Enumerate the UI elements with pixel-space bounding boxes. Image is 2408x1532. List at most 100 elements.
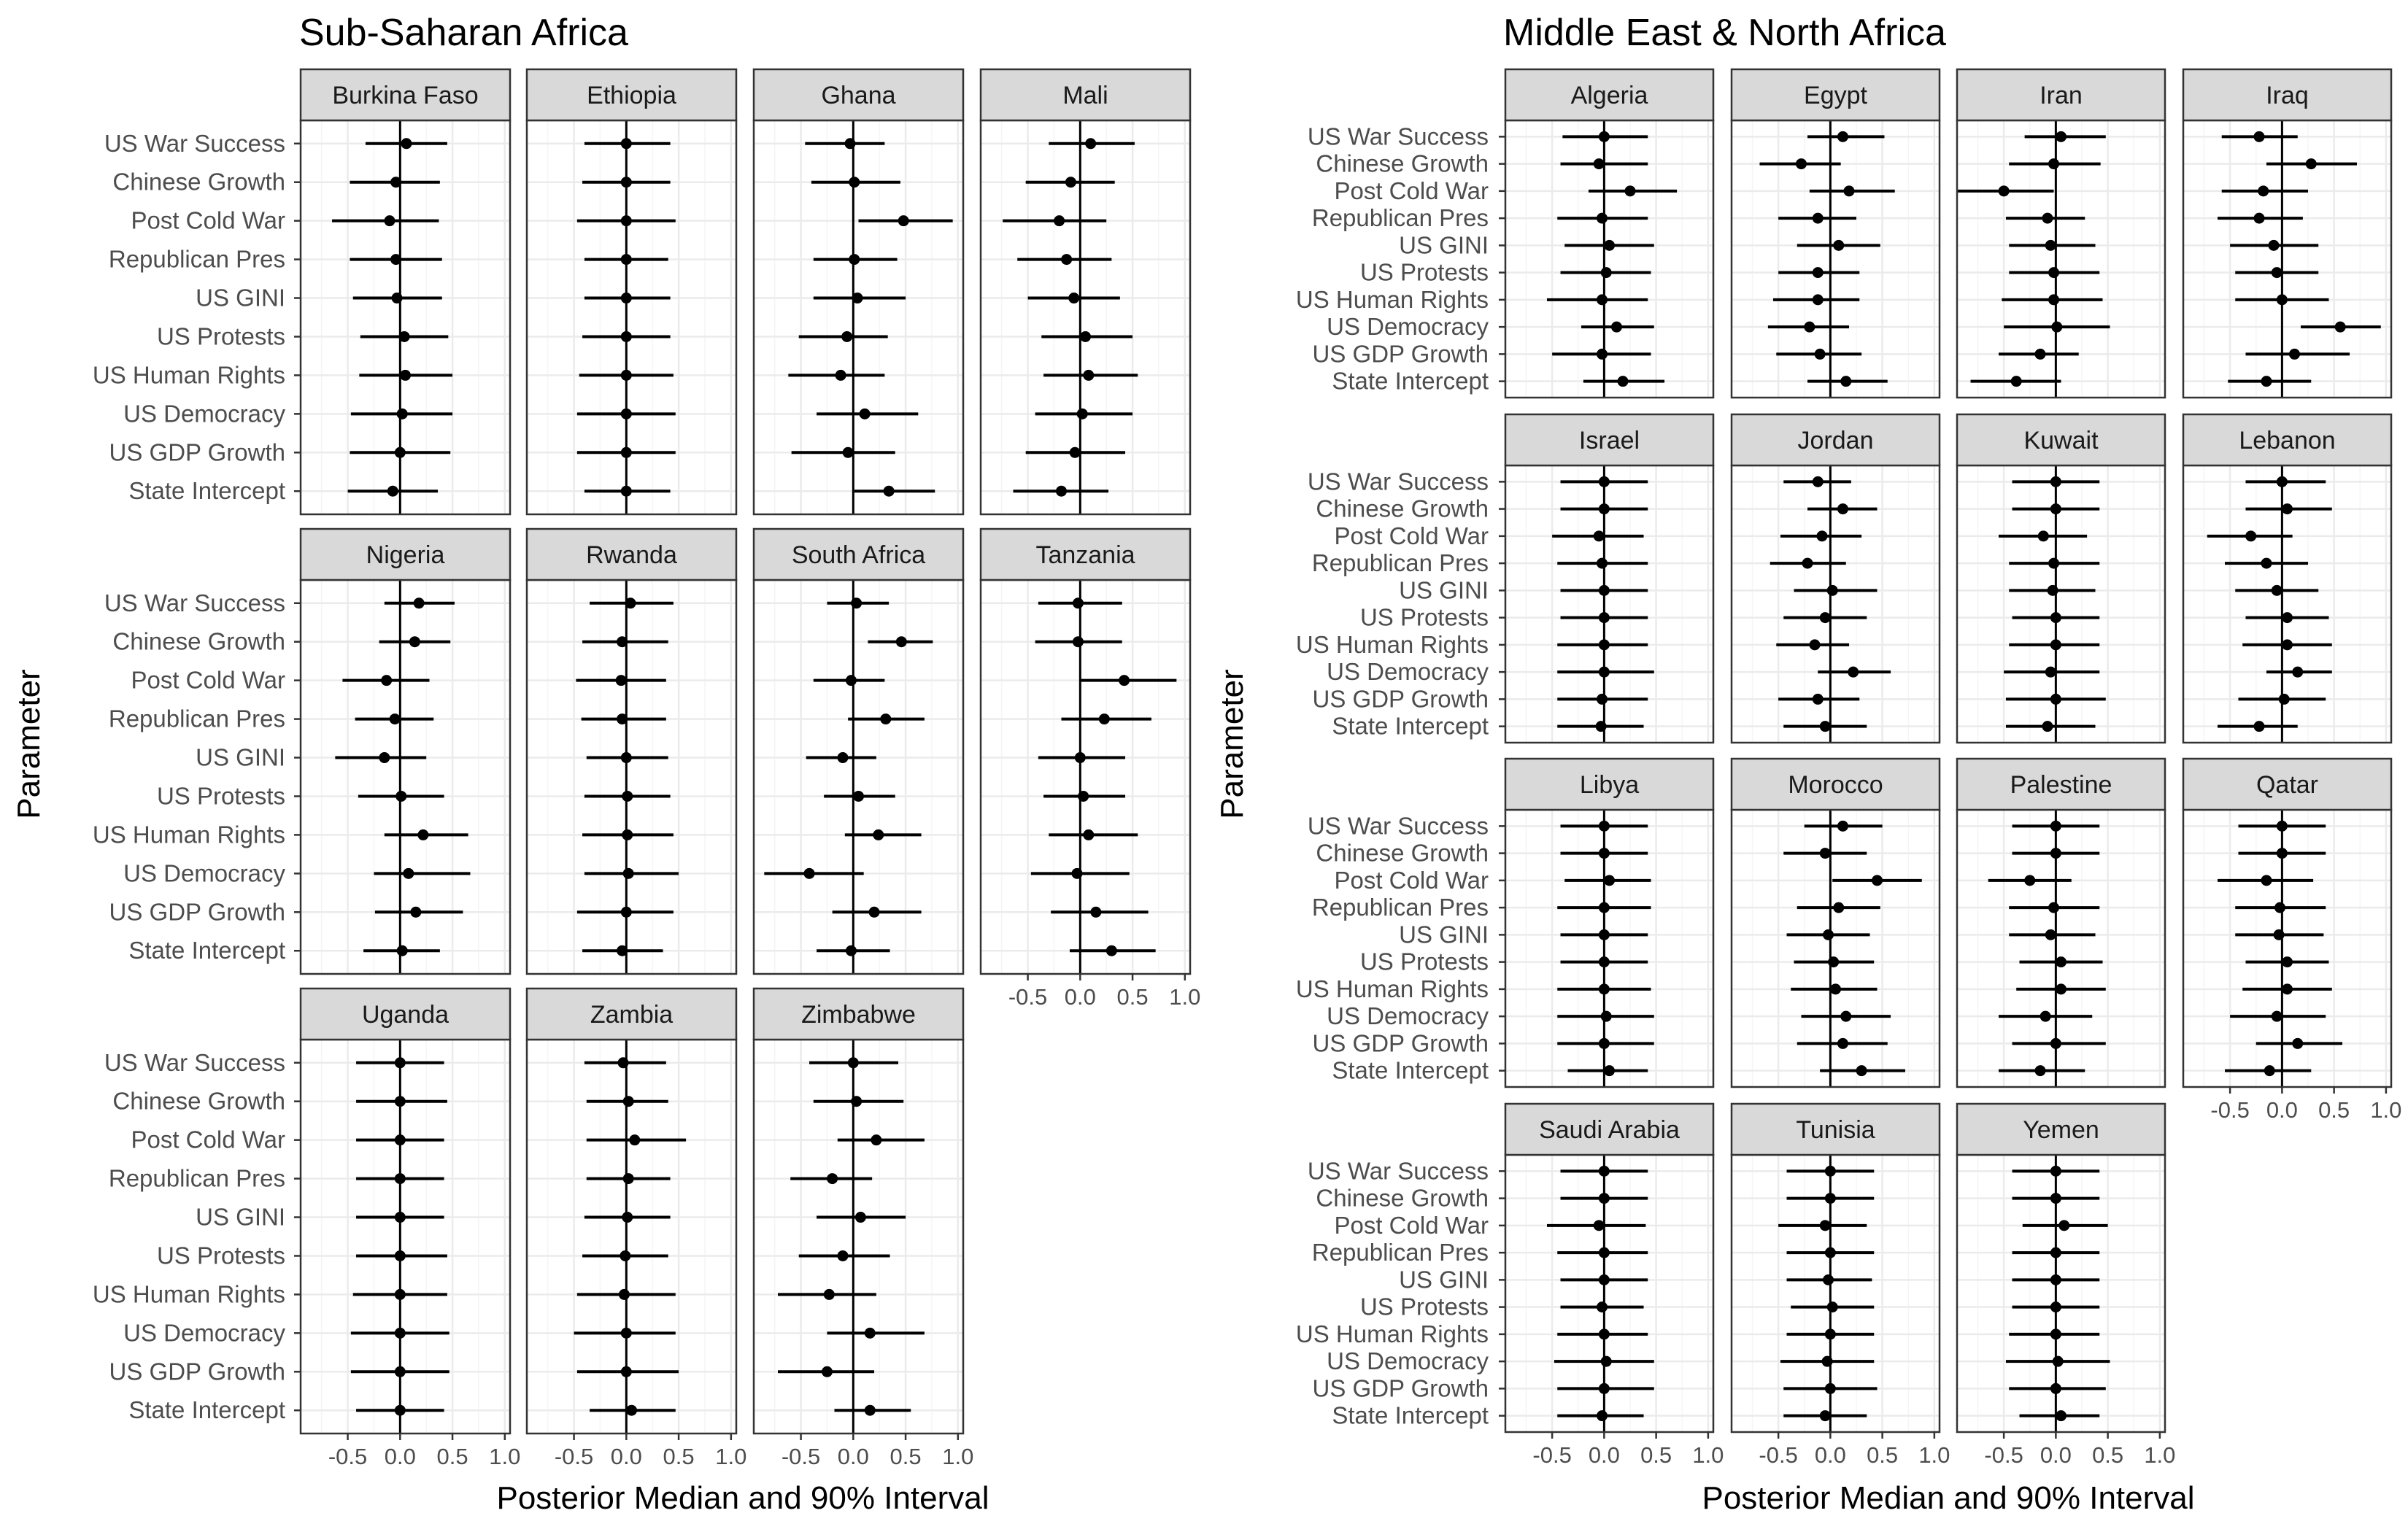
median-point-us-democracy [1600, 1355, 1612, 1367]
median-point-republican-pres [622, 1173, 634, 1185]
median-point-us-war-success [1824, 1165, 1836, 1177]
median-point-post-cold-war [1593, 530, 1605, 542]
facet-strip [1730, 68, 1941, 122]
median-point-us-gini [2273, 929, 2285, 940]
median-point-us-democracy [1840, 1010, 1852, 1022]
param-label-us-democracy: US Democracy [123, 859, 285, 886]
facet-background [301, 120, 510, 514]
x-tick-label: 1.0 [489, 1444, 520, 1469]
facet-background [1957, 465, 2165, 743]
median-point-us-protests [2050, 612, 2061, 624]
median-point-us-war-success [2253, 131, 2265, 142]
median-point-republican-pres [2274, 902, 2286, 913]
facet-strip-label: Rwanda [586, 541, 677, 569]
facet-strip-label: South Africa [792, 541, 925, 569]
facet-strip-label: Nigeria [366, 541, 445, 569]
median-point-us-protests [620, 1250, 631, 1261]
facet-strip-label: Tunisia [1796, 1116, 1875, 1144]
median-point-us-democracy [620, 1327, 632, 1339]
param-label-us-gini: US GINI [1399, 231, 1489, 258]
median-point-us-gini [622, 1212, 633, 1223]
median-point-us-gdp-growth [1824, 1382, 1836, 1394]
median-point-post-cold-war [845, 675, 857, 686]
median-point-republican-pres [827, 1173, 838, 1185]
median-point-us-gini [1598, 584, 1610, 596]
x-tick-label: 1.0 [1169, 984, 1200, 1010]
x-tick-label: 0.0 [1065, 984, 1096, 1010]
median-point-post-cold-war [384, 215, 395, 227]
median-point-us-gini [1826, 584, 1838, 596]
param-label-us-protests: US Protests [1360, 1293, 1489, 1320]
param-label-us-protests: US Protests [1360, 604, 1489, 631]
median-point-us-protests [1812, 267, 1824, 279]
param-label-state-intercept: State Intercept [1332, 1057, 1489, 1084]
median-point-state-intercept [2253, 721, 2265, 732]
facet-strip-label: Kuwait [2023, 427, 2099, 454]
median-point-us-protests [1828, 956, 1840, 968]
median-point-us-human-rights [2276, 294, 2288, 306]
facet-strip [1956, 68, 2166, 122]
median-point-post-cold-war [898, 215, 909, 227]
median-point-us-protests [853, 790, 864, 802]
param-label-us-human-rights: US Human Rights [93, 361, 285, 388]
median-point-us-gdp-growth [2050, 1382, 2061, 1394]
median-point-chinese-growth [1819, 848, 1831, 859]
median-point-us-protests [620, 330, 632, 342]
param-label-us-democracy: US Democracy [123, 1319, 285, 1346]
facet-background [527, 120, 736, 514]
x-axis-title-left: Posterior Median and 90% Interval [496, 1480, 989, 1516]
facet-jordan: Jordan [1730, 413, 1941, 744]
median-point-chinese-growth [2048, 158, 2060, 170]
facet-background [1732, 810, 1940, 1087]
median-point-us-protests [394, 1250, 406, 1261]
median-point-us-protests [2050, 1301, 2061, 1313]
facet-strip-label: Algeria [1571, 82, 1648, 109]
median-point-chinese-growth [2050, 848, 2061, 859]
median-point-us-human-rights [1812, 294, 1824, 306]
facet-strip-label: Qatar [2256, 771, 2318, 799]
x-tick-label: 0.0 [385, 1444, 416, 1469]
median-point-us-protests [1598, 956, 1610, 968]
median-point-republican-pres [617, 713, 628, 725]
median-point-us-human-rights [1824, 1328, 1836, 1340]
param-label-us-democracy: US Democracy [1327, 658, 1489, 685]
median-point-us-gdp-growth [1598, 1037, 1610, 1049]
median-point-us-gdp-growth [1069, 446, 1081, 458]
facet-background [1505, 465, 1713, 743]
x-tick-label: 1.0 [1692, 1442, 1724, 1468]
median-point-us-gdp-growth [620, 906, 632, 918]
median-point-us-human-rights [417, 829, 429, 840]
median-point-chinese-growth [1072, 636, 1084, 648]
facet-background [754, 120, 963, 514]
median-point-state-intercept [2042, 721, 2053, 732]
median-point-state-intercept [2010, 376, 2022, 387]
median-point-us-protests [2056, 956, 2067, 968]
facet-strip [299, 68, 512, 122]
param-label-chinese-growth: Chinese Growth [1316, 1185, 1489, 1212]
param-label-us-human-rights: US Human Rights [1296, 631, 1489, 658]
median-point-us-gdp-growth [2050, 693, 2061, 705]
param-label-us-gdp-growth: US GDP Growth [1313, 1029, 1489, 1056]
median-point-state-intercept [1604, 1065, 1615, 1077]
median-point-us-gini [2050, 1274, 2061, 1285]
median-point-us-gdp-growth [1837, 1037, 1848, 1049]
median-point-us-democracy [2271, 1010, 2282, 1022]
median-point-chinese-growth [622, 1096, 634, 1107]
median-point-us-human-rights [2282, 983, 2293, 995]
median-point-republican-pres [2050, 1247, 2061, 1258]
median-point-us-gdp-growth [620, 1366, 632, 1377]
facet-iraq: Iraq [2182, 68, 2393, 399]
median-point-post-cold-war [1604, 875, 1615, 886]
param-label-us-war-success: US War Success [104, 130, 285, 157]
median-point-post-cold-war [871, 1134, 882, 1146]
param-label-us-war-success: US War Success [104, 589, 285, 616]
param-label-chinese-growth: Chinese Growth [112, 1088, 285, 1115]
median-point-us-gini [1598, 929, 1610, 940]
median-point-post-cold-war [2245, 530, 2257, 542]
median-point-republican-pres [1098, 713, 1110, 725]
median-point-us-war-success [1837, 131, 1848, 142]
median-point-us-gini [1068, 293, 1080, 304]
facet-background [2183, 810, 2391, 1087]
